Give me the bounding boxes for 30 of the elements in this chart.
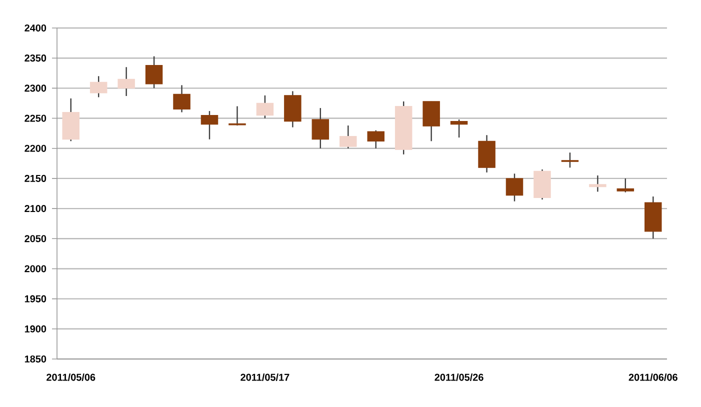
candlestick — [312, 107, 330, 149]
candlestick — [561, 152, 579, 168]
candlestick — [90, 76, 108, 98]
x-tick-label: 2011/05/06 — [46, 374, 96, 381]
y-tick-label: 1850 — [24, 355, 46, 363]
y-tick-label: 1950 — [24, 295, 46, 302]
x-tick-label: 2011/06/06 — [628, 374, 678, 381]
y-tick-label: 2350 — [24, 54, 46, 62]
x-tick-label: 2011/05/17 — [240, 374, 290, 381]
candlestick — [616, 178, 634, 193]
candlestick — [506, 173, 524, 202]
candlestick — [589, 174, 606, 192]
candlestick — [173, 84, 190, 113]
y-tick-label: 2300 — [24, 84, 46, 92]
y-tick-label: 1900 — [24, 325, 46, 332]
candlestick — [256, 94, 274, 119]
candlestick — [340, 124, 357, 149]
y-tick-label: 2050 — [24, 235, 46, 242]
candlestick — [200, 110, 218, 140]
x-tick-label: 2011/05/26 — [434, 374, 484, 381]
y-tick-label: 2100 — [24, 205, 46, 212]
candlestick — [450, 118, 468, 138]
y-tick-label: 2400 — [24, 24, 46, 32]
candlestick — [145, 56, 163, 89]
y-tick-label: 2150 — [24, 174, 46, 182]
y-tick-label: 2000 — [24, 265, 46, 272]
y-tick-label: 2250 — [24, 114, 46, 122]
y-tick-label: 2200 — [24, 144, 46, 152]
candlestick — [367, 130, 384, 149]
candlestick — [118, 66, 135, 97]
